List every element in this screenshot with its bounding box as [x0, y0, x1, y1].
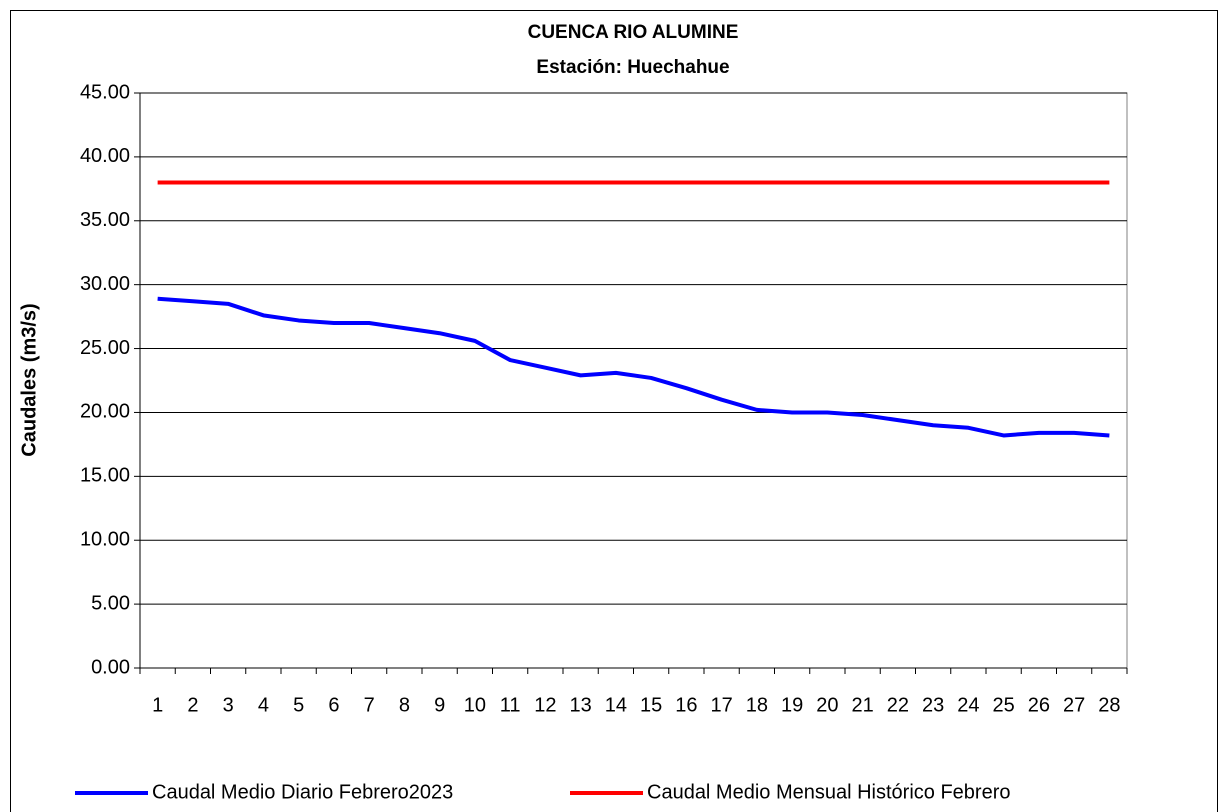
- data-line: [157, 296, 1110, 438]
- x-tick-label: 21: [852, 694, 874, 716]
- y-tick-label: 40.00: [80, 145, 130, 167]
- x-tick-label: 25: [993, 694, 1015, 716]
- x-tick-label: 27: [1063, 694, 1085, 716]
- x-tick-label: 1: [152, 694, 163, 716]
- y-tick-label: 0.00: [91, 656, 130, 678]
- x-tick-label: 14: [605, 694, 627, 716]
- x-tick-label: 3: [223, 694, 234, 716]
- x-tick-label: 19: [781, 694, 803, 716]
- x-tick-label: 4: [258, 694, 269, 716]
- x-tick-label: 9: [434, 694, 445, 716]
- x-tick-label: 12: [534, 694, 556, 716]
- x-tick-label: 22: [887, 694, 909, 716]
- y-tick-label: 35.00: [80, 209, 130, 231]
- x-tick-label: 23: [922, 694, 944, 716]
- y-tick-label: 45.00: [80, 81, 130, 103]
- y-tick-label: 30.00: [80, 273, 130, 295]
- y-tick-label: 5.00: [91, 592, 130, 614]
- legend-label: Caudal Medio Mensual Histórico Febrero: [647, 781, 1011, 803]
- x-tick-label: 7: [364, 694, 375, 716]
- x-tick-label: 18: [746, 694, 768, 716]
- x-tick-label: 17: [711, 694, 733, 716]
- x-tick-label: 16: [675, 694, 697, 716]
- y-tick-label: 20.00: [80, 401, 130, 423]
- x-tick-label: 24: [957, 694, 979, 716]
- y-tick-label: 15.00: [80, 465, 130, 487]
- x-tick-label: 20: [816, 694, 838, 716]
- x-tick-label: 28: [1098, 694, 1120, 716]
- x-tick-label: 10: [464, 694, 486, 716]
- y-axis-title: Caudales (m3/s): [18, 303, 40, 456]
- x-tick-label: 13: [570, 694, 592, 716]
- x-tick-label: 11: [500, 694, 521, 716]
- x-tick-label: 2: [187, 694, 198, 716]
- x-tick-label: 15: [640, 694, 662, 716]
- x-tick-label: 5: [293, 694, 304, 716]
- x-tick-label: 6: [328, 694, 339, 716]
- x-tick-label: 26: [1028, 694, 1050, 716]
- y-tick-label: 10.00: [80, 529, 130, 551]
- chart-subtitle: Estación: Huechahue: [536, 57, 729, 78]
- y-tick-label: 25.00: [80, 337, 130, 359]
- x-tick-label: 8: [399, 694, 410, 716]
- plot-area: [139, 92, 1128, 669]
- legend-label: Caudal Medio Diario Febrero2023: [152, 781, 453, 803]
- chart-title: CUENCA RIO ALUMINE: [528, 22, 739, 43]
